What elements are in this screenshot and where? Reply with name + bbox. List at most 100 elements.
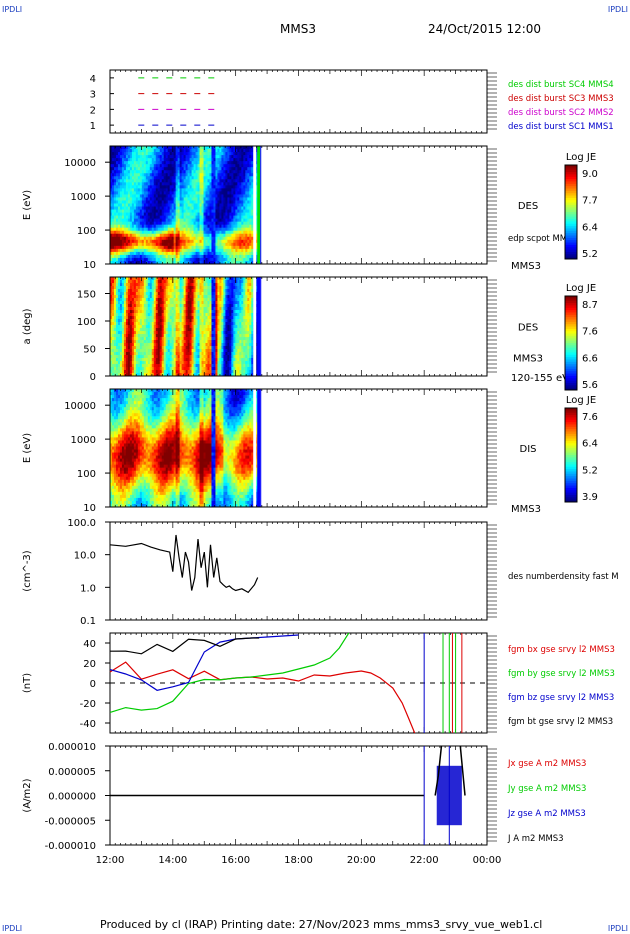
heatmap-cell xyxy=(237,233,240,238)
heatmap-cell xyxy=(241,248,244,253)
heatmap-cell xyxy=(211,215,214,220)
heatmap-cell xyxy=(183,260,187,265)
heatmap-cell xyxy=(137,373,141,377)
heatmap-cell xyxy=(245,236,248,241)
heatmap-cell xyxy=(131,337,135,341)
corner-label-top-left: IPDLI xyxy=(2,5,23,14)
heatmap-cell xyxy=(115,310,119,314)
heatmap-cell xyxy=(223,224,226,229)
heatmap-cell xyxy=(149,188,153,192)
heatmap-cell xyxy=(247,161,250,165)
heatmap-cell xyxy=(123,304,127,308)
heatmap-cell xyxy=(110,289,113,293)
heatmap-cell xyxy=(177,301,181,305)
heatmap-cell xyxy=(185,286,189,290)
heatmap-cell xyxy=(163,367,167,371)
heatmap-cell xyxy=(133,158,137,162)
heatmap-cell xyxy=(127,337,131,341)
heatmap-cell xyxy=(161,239,165,244)
heatmap-cell xyxy=(193,197,197,201)
heatmap-cell xyxy=(211,167,214,171)
heatmap-cell xyxy=(187,164,191,168)
heatmap-cell xyxy=(157,301,161,305)
heatmap-cell xyxy=(123,146,127,150)
heatmap-cell xyxy=(167,173,171,177)
heatmap-cell xyxy=(193,161,197,165)
heatmap-cell xyxy=(137,248,141,253)
heatmap-cell xyxy=(181,373,185,377)
heatmap-cell xyxy=(225,200,228,204)
heatmap-cell xyxy=(205,179,208,183)
heatmap-cell xyxy=(145,218,149,223)
heatmap-cell xyxy=(145,200,149,204)
heatmap-cell xyxy=(137,239,141,244)
heatmap-cell xyxy=(110,313,113,317)
heatmap-cell xyxy=(161,346,165,350)
heatmap-cell xyxy=(121,257,125,262)
heatmap-cell xyxy=(219,155,222,159)
heatmap-cell xyxy=(161,161,165,165)
heatmap-cell xyxy=(159,310,163,314)
heatmap-cell xyxy=(131,328,135,332)
heatmap-cell xyxy=(113,257,117,262)
heatmap-cell xyxy=(255,233,258,238)
heatmap-cell xyxy=(133,340,137,344)
heatmap-cell xyxy=(119,292,123,296)
heatmap-cell xyxy=(123,325,127,329)
heatmap-cell xyxy=(247,188,250,192)
heatmap-cell xyxy=(189,176,193,180)
heatmap-cell xyxy=(203,206,207,211)
heatmap-cell xyxy=(149,179,153,183)
heatmap-cell xyxy=(173,370,177,374)
heatmap-cell xyxy=(203,239,207,244)
heatmap-cell xyxy=(143,230,147,235)
heatmap-cell xyxy=(113,203,117,208)
heatmap-cell xyxy=(145,224,149,229)
heatmap-cell xyxy=(241,200,244,204)
heatmap-cell xyxy=(195,197,199,201)
heatmap-cell xyxy=(157,182,161,186)
heatmap-cell xyxy=(205,188,208,192)
heatmap-cell xyxy=(245,224,248,229)
heatmap-cell xyxy=(159,203,163,208)
heatmap-cell xyxy=(121,212,125,217)
heatmap-cell xyxy=(193,295,197,299)
heatmap-cell xyxy=(213,173,216,177)
heatmap-cell xyxy=(197,328,201,332)
heatmap-cell xyxy=(235,182,238,186)
heatmap-cell xyxy=(147,322,151,326)
heatmap-cell xyxy=(179,280,183,284)
heatmap-cell xyxy=(143,352,147,356)
heatmap-cell xyxy=(149,295,153,299)
heatmap-cell xyxy=(161,191,165,195)
heatmap-cell xyxy=(113,286,117,290)
heatmap-cell xyxy=(239,248,242,253)
heatmap-cell xyxy=(123,242,127,247)
heatmap-cell xyxy=(119,200,123,204)
heatmap-cell xyxy=(133,242,137,247)
heatmap-cell xyxy=(251,224,254,229)
heatmap-cell xyxy=(171,298,175,302)
heatmap-cell xyxy=(201,277,205,281)
heatmap-cell xyxy=(115,173,119,177)
heatmap-cell xyxy=(110,230,113,235)
heatmap-cell xyxy=(219,173,222,177)
colorbar-cell xyxy=(565,237,577,241)
heatmap-cell xyxy=(137,343,141,347)
heatmap-cell xyxy=(127,170,131,174)
heatmap-cell xyxy=(111,352,115,356)
heatmap-cell xyxy=(149,346,153,350)
heatmap-cell xyxy=(127,277,131,281)
heatmap-cell xyxy=(119,233,123,238)
heatmap-cell xyxy=(175,197,179,201)
heatmap-cell xyxy=(165,215,169,220)
heatmap-cell xyxy=(211,206,214,211)
heatmap-cell xyxy=(159,248,163,253)
heatmap-cell xyxy=(117,173,121,177)
heatmap-cell xyxy=(231,167,234,171)
heatmap-cell xyxy=(189,212,193,217)
colorbar-cell xyxy=(565,190,577,194)
heatmap-cell xyxy=(189,254,193,259)
heatmap-cell xyxy=(163,257,167,262)
heatmap-cell xyxy=(215,251,218,256)
